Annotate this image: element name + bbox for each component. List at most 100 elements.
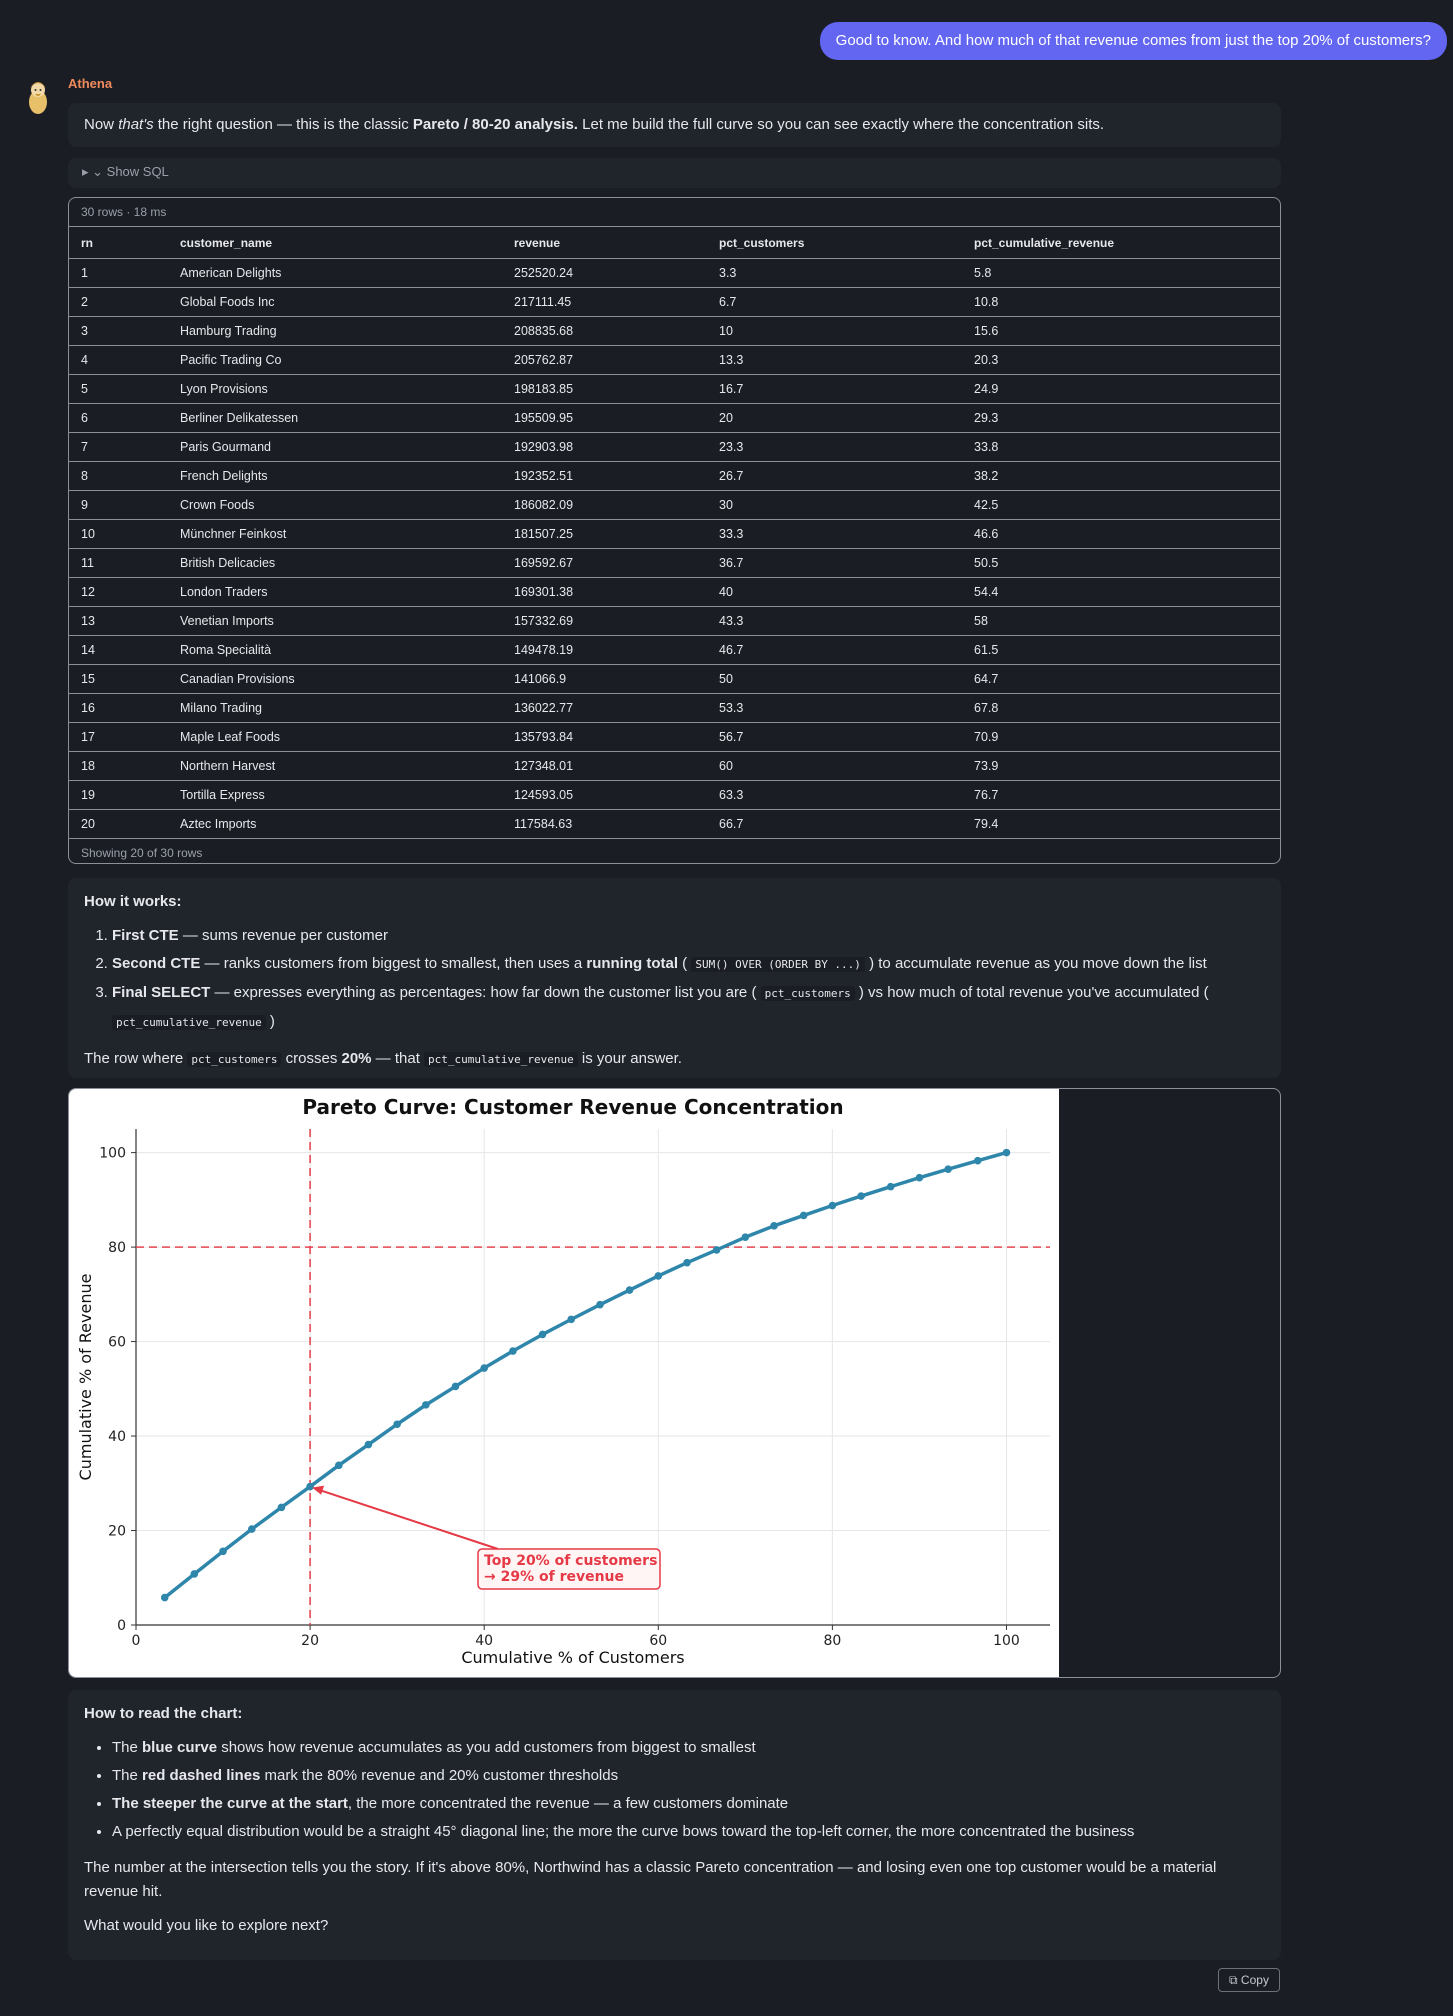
table-row: 4 Pacific Trading Co 205762.87 13.3 20.3 <box>69 345 1280 375</box>
table-cell: 192903.98 <box>502 432 707 462</box>
show-sql-toggle[interactable]: ▸ ⌄ Show SQL <box>82 164 169 179</box>
table-cell: Milano Trading <box>168 693 502 723</box>
step-2-code: SUM() OVER (ORDER BY ...) <box>691 957 865 972</box>
table-cell: Crown Foods <box>168 490 502 520</box>
table-cell: 1 <box>69 258 168 288</box>
table-row: 13 Venetian Imports 157332.69 43.3 58 <box>69 606 1280 636</box>
table-cell: 26.7 <box>707 461 962 491</box>
annotation-line-1: Top 20% of customers <box>484 1553 657 1569</box>
step-3-code-2: pct_cumulative_revenue <box>112 1015 266 1030</box>
table-cell: 54.4 <box>962 577 1280 607</box>
table-cell: 13 <box>69 606 168 636</box>
data-point <box>509 1347 517 1355</box>
table-row: 18 Northern Harvest 127348.01 60 73.9 <box>69 751 1280 781</box>
table-cell: 12 <box>69 577 168 607</box>
table-row: 16 Milano Trading 136022.77 53.3 67.8 <box>69 693 1280 723</box>
table-cell: 67.8 <box>962 693 1280 723</box>
data-point <box>247 1525 256 1533</box>
intro-text-2: the right question — this is the classic <box>153 116 413 133</box>
table-cell: 36.7 <box>707 548 962 578</box>
table-body: 1 American Delights 252520.24 3.3 5.8 2 Global… <box>69 258 1280 839</box>
table-cell: Northern Harvest <box>168 751 502 781</box>
data-point <box>596 1300 604 1309</box>
table-cell: 19 <box>69 780 168 810</box>
table-cell: 16 <box>69 693 168 723</box>
table-cell: 8 <box>69 461 168 491</box>
table-cell: Pacific Trading Co <box>168 345 502 375</box>
x-tick-label: 60 <box>649 1633 667 1649</box>
how-step-1: First CTE — sums revenue per customer <box>112 922 1265 950</box>
table-cell: 50 <box>707 664 962 694</box>
table-cell: 195509.95 <box>502 403 707 433</box>
how-it-works: How it works: First CTE — sums revenue p… <box>68 878 1281 1078</box>
table-cell: 38.2 <box>962 461 1280 491</box>
table-cell: Lyon Provisions <box>168 374 502 404</box>
table-cell: 217111.45 <box>502 287 707 317</box>
table-cell: American Delights <box>168 258 502 288</box>
step-3-code: pct_customers <box>760 986 855 1001</box>
bullet-2-bold: red dashed lines <box>142 1767 261 1784</box>
results-table: rn customer_name revenue pct_customers pct_c… <box>69 227 1280 839</box>
table-row: 12 London Traders 169301.38 40 54.4 <box>69 577 1280 607</box>
read-bullet-2: The red dashed lines mark the 80% revenu… <box>112 1762 1265 1790</box>
table-cell: Tortilla Express <box>168 780 502 810</box>
table-cell: 73.9 <box>962 751 1280 781</box>
column-header-pct-cumulative-revenue: pct_cumulative_revenue <box>962 227 1280 259</box>
data-point <box>625 1286 634 1294</box>
table-cell: 6 <box>69 403 168 433</box>
data-point <box>770 1222 778 1230</box>
table-cell: Berliner Delikatessen <box>168 403 502 433</box>
table-cell: 11 <box>69 548 168 578</box>
copy-button[interactable]: ⧉ Copy <box>1218 1968 1280 1992</box>
table-cell: 5 <box>69 374 168 404</box>
table-cell: 208835.68 <box>502 316 707 346</box>
y-axis-label: Cumulative % of Revenue <box>76 1274 95 1481</box>
table-cell: 181507.25 <box>502 519 707 549</box>
table-cell: 60 <box>707 751 962 781</box>
table-cell: 64.7 <box>962 664 1280 694</box>
data-point <box>973 1156 982 1165</box>
table-cell: 24.9 <box>962 374 1280 404</box>
data-point <box>799 1211 808 1220</box>
table-cell: 58 <box>962 606 1280 636</box>
summary-bold: 20% <box>341 1050 372 1067</box>
table-cell: 61.5 <box>962 635 1280 665</box>
table-row: 5 Lyon Provisions 198183.85 16.7 24.9 <box>69 374 1280 404</box>
table-cell: 30 <box>707 490 962 520</box>
step-2-text-2: ( <box>678 955 692 972</box>
table-cell: 15 <box>69 664 168 694</box>
table-cell: Hamburg Trading <box>168 316 502 346</box>
read-bullet-1: The blue curve shows how revenue accumul… <box>112 1734 1265 1762</box>
read-bullets: The blue curve shows how revenue accumul… <box>84 1734 1265 1846</box>
table-cell: 5.8 <box>962 258 1280 288</box>
table-cell: 18 <box>69 751 168 781</box>
table-cell: 63.3 <box>707 780 962 810</box>
table-cell: 40 <box>707 577 962 607</box>
x-tick-label: 20 <box>301 1633 319 1649</box>
step-1-bold: First CTE <box>112 927 179 944</box>
table-cell: 53.3 <box>707 693 962 723</box>
data-point <box>190 1570 199 1578</box>
table-cell: 14 <box>69 635 168 665</box>
table-cell: 16.7 <box>707 374 962 404</box>
data-point <box>277 1503 286 1512</box>
table-row: 9 Crown Foods 186082.09 30 42.5 <box>69 490 1280 520</box>
data-point <box>886 1182 895 1191</box>
intro-bold: Pareto / 80-20 analysis. <box>412 116 578 133</box>
data-point <box>712 1246 721 1254</box>
table-cell: 157332.69 <box>502 606 707 636</box>
table-cell: 3 <box>69 316 168 346</box>
table-row: 19 Tortilla Express 124593.05 63.3 76.7 <box>69 780 1280 810</box>
table-cell: 20 <box>69 809 168 839</box>
data-point <box>393 1420 401 1429</box>
table-row: 10 Münchner Feinkost 181507.25 33.3 46.6 <box>69 519 1280 549</box>
annotation-arrow <box>314 1487 499 1550</box>
table-cell: 46.6 <box>962 519 1280 549</box>
annotation-line-2: → 29% of revenue <box>484 1569 624 1585</box>
pareto-curve-line <box>163 1150 1007 1599</box>
table-cell: 198183.85 <box>502 374 707 404</box>
step-3-bold: Final SELECT <box>112 984 211 1001</box>
table-cell: 10 <box>69 519 168 549</box>
bullet-1-text-2: shows how revenue accumulates as you add… <box>217 1739 756 1756</box>
intro-text-3: Let me build the full curve so you can s… <box>577 116 1105 133</box>
